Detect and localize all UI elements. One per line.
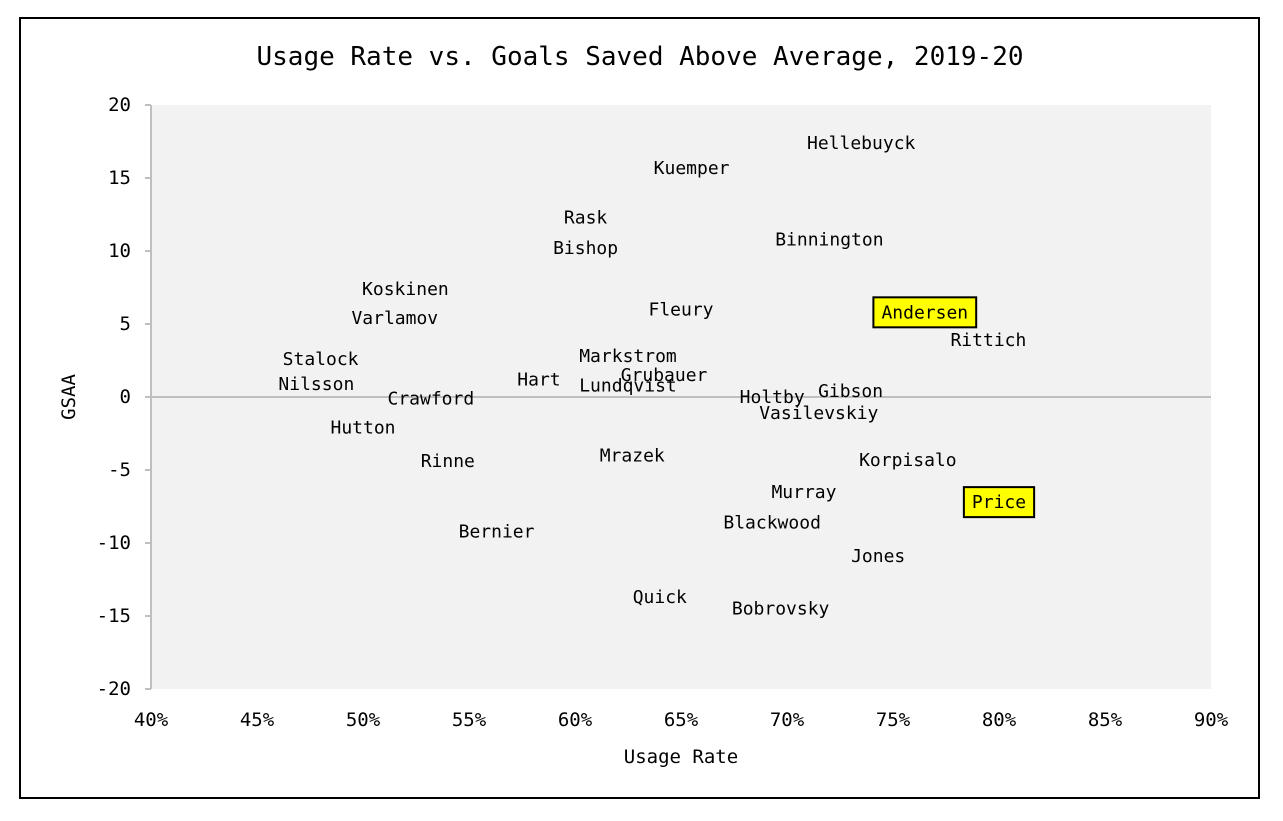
y-tick-label: 0 <box>120 386 131 408</box>
x-axis-title: Usage Rate <box>624 746 738 768</box>
point-label: Markstrom <box>579 346 677 367</box>
y-tick-label: -20 <box>97 678 131 700</box>
point-label: Crawford <box>387 388 474 409</box>
x-tick-label: 75% <box>876 709 911 731</box>
point-label: Kuemper <box>654 158 730 179</box>
point-label: Nilsson <box>278 374 354 395</box>
x-tick-label: 90% <box>1194 709 1229 731</box>
y-tick-label: 15 <box>108 167 131 189</box>
point-label: Binnington <box>775 229 883 250</box>
scatter-chart: Usage Rate vs. Goals Saved Above Average… <box>58 42 1229 768</box>
y-tick-label: -15 <box>97 605 131 627</box>
point-label: Murray <box>771 482 836 503</box>
x-tick-label: 60% <box>558 709 593 731</box>
x-tick-label: 80% <box>982 709 1017 731</box>
y-axis-ticks: 20 15 10 5 0 -5 -10 -15 -20 <box>97 94 131 700</box>
y-tick-label: -5 <box>108 459 131 481</box>
point-label: Hutton <box>330 418 395 439</box>
point-label: Price <box>972 492 1026 513</box>
point-label: Hellebuyck <box>807 133 916 154</box>
highlight-box <box>872 296 978 329</box>
point-label: Blackwood <box>723 513 821 534</box>
point-label: Fleury <box>648 299 713 320</box>
point-label: Koskinen <box>362 279 449 300</box>
y-tick-label: -10 <box>97 532 131 554</box>
point-label: Korpisalo <box>859 450 957 471</box>
data-labels: Hellebuyck Kuemper Rask Bishop Binnington Kos… <box>278 133 1036 620</box>
point-label: Hart <box>517 369 560 390</box>
point-label: Andersen <box>881 302 968 323</box>
y-tick-label: 5 <box>120 313 131 335</box>
point-label: Rittich <box>950 330 1026 351</box>
point-label: Quick <box>633 587 687 608</box>
point-label: Jones <box>851 546 905 567</box>
point-label: Vasilevskiy <box>759 403 878 424</box>
point-label: Stalock <box>283 349 359 370</box>
point-label: Rinne <box>421 451 475 472</box>
x-tick-label: 85% <box>1088 709 1123 731</box>
x-tick-label: 55% <box>452 709 487 731</box>
point-label: Mrazek <box>600 445 665 466</box>
highlight-box <box>962 486 1036 519</box>
point-label: Gibson <box>818 381 883 402</box>
x-tick-label: 50% <box>346 709 381 731</box>
point-label: Holtby <box>740 387 805 408</box>
x-tick-label: 45% <box>240 709 275 731</box>
point-label: Bernier <box>459 521 535 542</box>
chart-title: Usage Rate vs. Goals Saved Above Average… <box>256 42 1023 72</box>
point-label: Varlamov <box>351 308 438 329</box>
chart-frame: Usage Rate vs. Goals Saved Above Average… <box>19 17 1260 799</box>
x-axis-ticks: 40% 45% 50% 55% 60% 65% 70% 75% 80% 85% 90% <box>134 709 1229 731</box>
y-tick-label: 10 <box>108 240 131 262</box>
point-label: Lundqvist <box>579 375 677 396</box>
x-tick-label: 70% <box>770 709 805 731</box>
y-axis-title: GSAA <box>58 374 80 420</box>
point-label: Rask <box>564 207 608 228</box>
x-tick-label: 65% <box>664 709 699 731</box>
point-label: Grubauer <box>621 365 708 386</box>
x-tick-label: 40% <box>134 709 169 731</box>
y-tick-label: 20 <box>108 94 131 116</box>
point-label: Bobrovsky <box>732 599 830 620</box>
point-label: Bishop <box>553 238 618 259</box>
axes <box>145 104 1211 690</box>
